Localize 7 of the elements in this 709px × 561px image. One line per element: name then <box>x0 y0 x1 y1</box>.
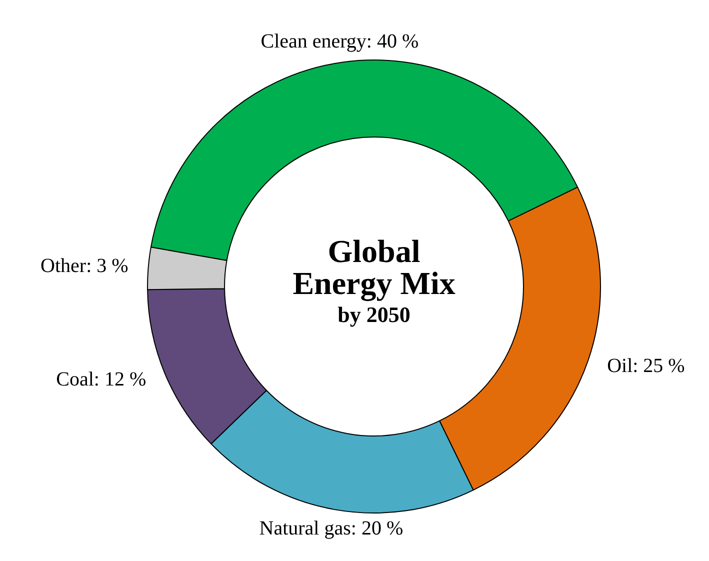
text: by 2050 <box>338 302 410 328</box>
text: Global Energy Mix <box>292 232 456 302</box>
slice-label: Oil: 25 % <box>607 355 685 378</box>
slice-label: Natural gas: 20 % <box>259 518 404 540</box>
slice-label: Clean energy: 40 % <box>260 30 419 53</box>
slice-label: Coal: 12 % <box>56 368 146 391</box>
slice-label: Other: 3 % <box>40 254 128 277</box>
